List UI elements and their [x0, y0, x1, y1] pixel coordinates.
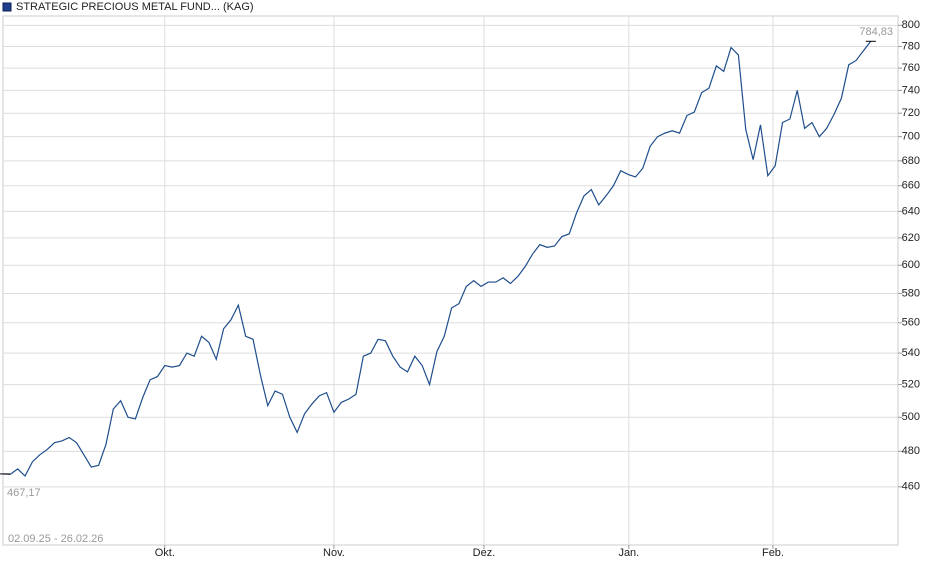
y-tick-label: 600: [902, 259, 920, 271]
y-tick-label: 740: [902, 84, 920, 96]
date-range: 02.09.25 - 26.02.26: [8, 533, 103, 545]
y-tick-label: 480: [902, 445, 920, 457]
y-tick-label: 720: [902, 107, 920, 119]
y-tick-label: 520: [902, 378, 920, 390]
y-tick-label: 660: [902, 180, 920, 192]
plot-frame: [2, 15, 899, 546]
x-tick-label: Okt.: [155, 547, 175, 559]
y-tick-label: 760: [902, 62, 920, 74]
start-label: 467,17: [7, 487, 41, 499]
y-tick-label: 580: [902, 287, 920, 299]
y-tick-label: 620: [902, 232, 920, 244]
y-tick-label: 800: [902, 19, 920, 31]
y-tick-label: 680: [902, 155, 920, 167]
price-line: [2, 40, 872, 478]
x-tick-label: Feb.: [762, 547, 784, 559]
y-tick-label: 540: [902, 347, 920, 359]
y-tick-label: 460: [902, 481, 920, 493]
chart-title: STRATEGIC PRECIOUS METAL FUND... (KAG): [16, 1, 254, 13]
y-tick-label: 500: [902, 411, 920, 423]
y-tick-label: 700: [902, 131, 920, 143]
x-tick-label: Jan.: [618, 547, 639, 559]
x-tick-label: Dez.: [473, 547, 496, 559]
y-tick-label: 780: [902, 40, 920, 52]
end-label: 784,83: [859, 26, 893, 38]
x-tick-label: Nov.: [323, 547, 345, 559]
y-tick-label: 640: [902, 205, 920, 217]
y-tick-label: 560: [902, 317, 920, 329]
legend-swatch: [2, 2, 12, 12]
